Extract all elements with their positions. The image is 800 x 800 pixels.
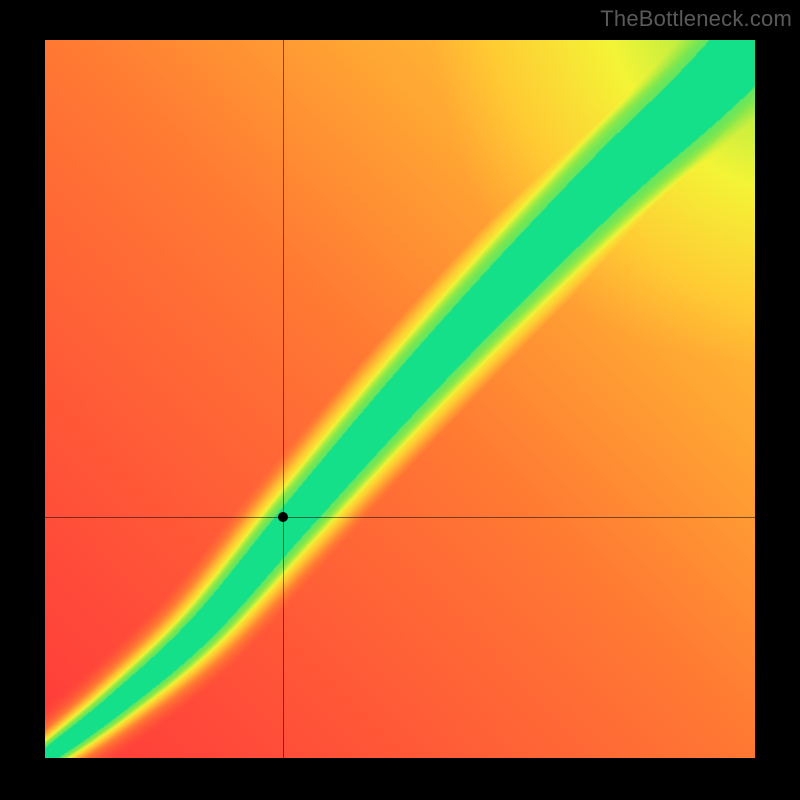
crosshair-horizontal <box>45 517 755 518</box>
watermark-text: TheBottleneck.com <box>600 6 792 32</box>
bottleneck-heatmap <box>45 40 755 758</box>
plot-area <box>45 40 755 758</box>
crosshair-vertical <box>283 40 284 758</box>
crosshair-marker <box>278 512 288 522</box>
